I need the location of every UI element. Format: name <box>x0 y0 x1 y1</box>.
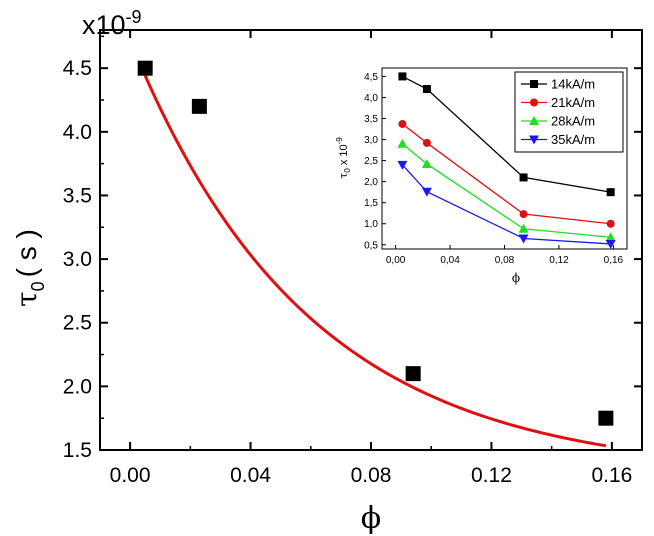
inset-series-line <box>402 143 611 238</box>
legend-entry-label: 21kA/m <box>551 95 595 110</box>
legend-entry-label: 35kA/m <box>551 132 595 147</box>
inset-y-axis-label: τ0 x 10-9 <box>335 137 352 179</box>
inset-data-point <box>519 210 528 219</box>
inset-data-point <box>422 138 431 147</box>
inset-y-tick-label: 2,5 <box>364 156 378 167</box>
inset-y-tick-label: 2,0 <box>364 177 378 188</box>
main-y-tick-label: 1.5 <box>63 439 92 462</box>
inset-data-point <box>606 188 615 197</box>
inset-x-axis: 0,00 0,04 0,08 0,12 0,16 <box>386 245 624 266</box>
inset-chart: 0,00 0,04 0,08 0,12 0,16 0,5 1,0 1,5 2,0 2,5 3,0 3… <box>335 67 628 285</box>
inset-data-point <box>421 158 432 168</box>
main-data-point <box>191 98 207 114</box>
inset-x-axis-label: ϕ <box>512 271 520 285</box>
inset-data-point <box>397 138 408 148</box>
inset-x-tick-label: 0,12 <box>549 255 569 266</box>
inset-data-point <box>518 234 529 244</box>
inset-series-line <box>401 164 611 245</box>
inset-series-line <box>402 75 611 193</box>
main-data-point <box>137 60 153 76</box>
inset-y-tick-label: 4,5 <box>364 72 378 83</box>
inset-series <box>397 160 616 249</box>
inset-series-line <box>402 123 611 225</box>
main-y-axis: 1.5 2.0 2.5 3.0 3.5 4.0 4.5 <box>63 35 642 462</box>
main-y-tick-label: 3.5 <box>63 184 92 207</box>
main-x-axis-label: ϕ <box>361 501 381 536</box>
inset-y-tick-label: 0,5 <box>364 240 378 251</box>
main-x-tick-label: 0.08 <box>351 464 392 487</box>
inset-x-tick-label: 0,04 <box>440 255 460 266</box>
main-data-point <box>405 366 421 382</box>
inset-legend: 14kA/m 21kA/m 28kA/m 35kA/m <box>514 71 624 153</box>
main-y-tick-label: 4.0 <box>63 121 92 144</box>
main-x-tick-label: 0.16 <box>591 464 632 487</box>
main-fit-curve <box>143 75 607 448</box>
inset-y-axis: 0,5 1,0 1,5 2,0 2,5 3,0 3,5 4,0 4,5 <box>364 72 386 251</box>
main-y-tick-label: 2.0 <box>63 375 92 398</box>
inset-data-point <box>518 223 529 233</box>
inset-series <box>397 138 616 242</box>
inset-x-tick-label: 0,16 <box>604 255 624 266</box>
inset-data-point <box>421 187 432 197</box>
inset-data-point <box>422 85 431 94</box>
inset-x-tick-label: 0,00 <box>386 255 406 266</box>
inset-series <box>398 72 615 197</box>
inset-x-tick-label: 0,08 <box>495 255 515 266</box>
main-x-tick-label: 0.12 <box>471 464 512 487</box>
legend-swatch-marker <box>529 135 539 145</box>
main-chart: 0.00 0.04 0.08 0.12 0.16 1.5 2.0 2.5 3.0 3.5 4.0 4… <box>10 7 643 536</box>
main-x-tick-label: 0.00 <box>110 464 151 487</box>
main-y-tick-label: 4.5 <box>63 57 92 80</box>
legend-swatch-marker <box>530 98 538 107</box>
inset-data-point <box>605 232 616 242</box>
inset-y-tick-label: 4,0 <box>364 93 378 104</box>
inset-data-point <box>397 160 408 170</box>
main-data-points <box>137 60 614 426</box>
main-x-axis: 0.00 0.04 0.08 0.12 0.16 <box>110 30 632 487</box>
main-x-tick-label: 0.04 <box>230 464 271 487</box>
legend-entry-label: 28kA/m <box>551 114 595 129</box>
inset-data-point <box>606 219 615 228</box>
inset-y-tick-label: 3,5 <box>364 114 378 125</box>
main-y-tick-label: 2.5 <box>63 312 92 335</box>
inset-data-point <box>605 239 616 249</box>
inset-y-tick-label: 1,5 <box>364 198 378 209</box>
inset-data-point <box>519 173 528 182</box>
inset-data-point <box>398 72 407 81</box>
inset-y-tick-label: 1,0 <box>364 219 378 230</box>
legend-swatch-marker <box>530 80 538 88</box>
legend-entry-label: 14kA/m <box>551 77 595 92</box>
inset-series <box>398 119 615 228</box>
main-multiplier: x10-9 <box>82 7 142 40</box>
main-y-axis-label: τ0( s ) <box>10 229 48 307</box>
inset-data-point <box>398 119 407 128</box>
inset-y-tick-label: 3,0 <box>364 135 378 146</box>
legend-swatch-marker <box>529 116 539 125</box>
main-data-point <box>598 410 614 426</box>
inset-series-group <box>397 72 616 249</box>
main-y-tick-label: 3.0 <box>63 248 92 271</box>
